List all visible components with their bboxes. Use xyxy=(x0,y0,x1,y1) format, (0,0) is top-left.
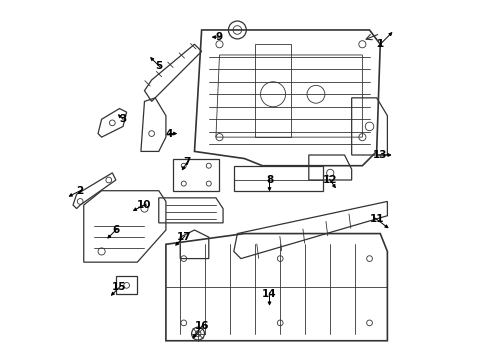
Text: 1: 1 xyxy=(376,39,383,49)
Text: 11: 11 xyxy=(368,214,383,224)
Text: 6: 6 xyxy=(112,225,119,235)
Text: 7: 7 xyxy=(183,157,191,167)
Text: 17: 17 xyxy=(176,232,191,242)
Text: 12: 12 xyxy=(322,175,337,185)
Text: 10: 10 xyxy=(137,200,151,210)
Text: 2: 2 xyxy=(77,186,83,196)
Text: 16: 16 xyxy=(194,321,208,332)
Text: 4: 4 xyxy=(165,129,173,139)
Text: 8: 8 xyxy=(265,175,273,185)
Text: 14: 14 xyxy=(262,289,276,299)
Text: 5: 5 xyxy=(155,61,162,71)
Text: 3: 3 xyxy=(119,114,126,124)
Text: 9: 9 xyxy=(216,32,223,42)
Text: 13: 13 xyxy=(372,150,386,160)
Text: 15: 15 xyxy=(112,282,126,292)
